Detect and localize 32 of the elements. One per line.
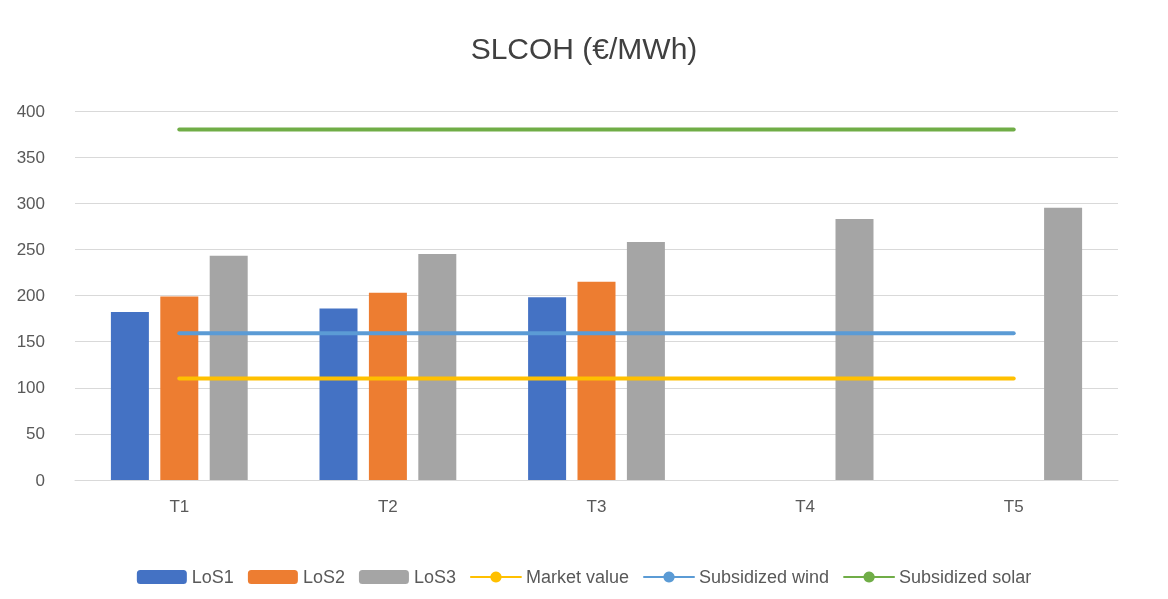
legend-label: LoS1	[191, 567, 234, 587]
bar	[577, 281, 616, 480]
y-tick-label: 200	[16, 286, 45, 305]
bar	[835, 218, 874, 480]
x-tick-label: T2	[377, 497, 398, 516]
bar	[209, 255, 248, 480]
y-tick-label: 0	[35, 470, 45, 490]
legend-label: LoS3	[413, 567, 456, 587]
bar	[418, 253, 457, 480]
legend-label: LoS2	[302, 567, 345, 587]
x-tick-label: T1	[169, 497, 190, 516]
y-tick-label: 250	[16, 239, 45, 259]
y-tick-label: 350	[16, 147, 45, 167]
x-tick-label: T4	[795, 497, 816, 516]
bar	[160, 296, 199, 480]
legend-label: Subsidized wind	[699, 567, 830, 587]
legend-label: Market value	[525, 567, 630, 587]
y-tick-label: 400	[16, 101, 45, 121]
bar	[110, 312, 149, 480]
bar	[1044, 207, 1083, 480]
chart-title: SLCOH (€/MWh)	[470, 31, 698, 65]
bar	[368, 292, 407, 480]
bar	[319, 308, 358, 480]
x-tick-label: T3	[586, 497, 607, 516]
bar	[528, 297, 567, 480]
y-tick-label: 100	[16, 378, 45, 398]
legend-label: Subsidized solar	[899, 567, 1032, 587]
bar	[626, 242, 665, 480]
y-tick-label: 300	[16, 193, 45, 213]
x-tick-label: T5	[1003, 497, 1024, 516]
y-tick-label: 50	[26, 424, 45, 444]
y-tick-label: 150	[16, 332, 45, 352]
